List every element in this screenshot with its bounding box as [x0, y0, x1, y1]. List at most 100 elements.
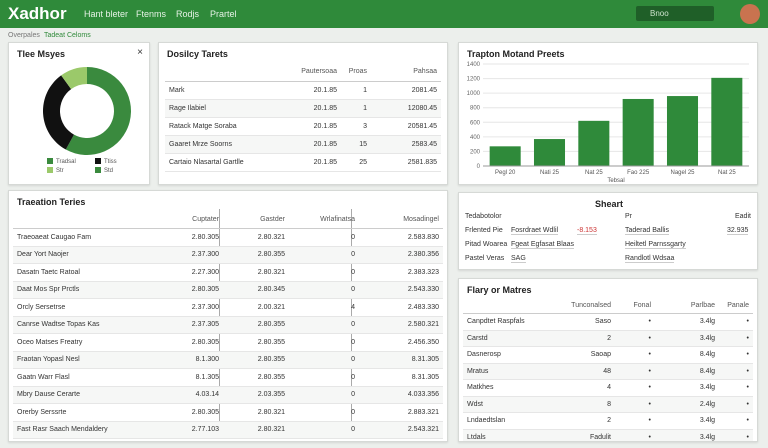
- y-tick-label: 1000: [467, 91, 481, 97]
- table-cell: Fraotan Yopasl Nesl: [13, 351, 163, 369]
- nav-item[interactable]: Prartel: [210, 9, 237, 19]
- table-cell: 2.383.323: [359, 263, 443, 282]
- table-cell: 3.4lg: [655, 379, 719, 397]
- table-cell: •: [615, 346, 655, 364]
- breadcrumb[interactable]: Overpales: [8, 32, 40, 39]
- table-cell: 4.033.356: [359, 386, 443, 404]
- table-cell: Cartaio Nlasartal Gartlle: [165, 153, 275, 172]
- header-row: Tunconalsed Fonal Parlbae Panale: [463, 297, 753, 314]
- table-cell: 0: [289, 281, 359, 299]
- table-cell: 2: [559, 330, 615, 347]
- nav-item[interactable]: Ftenms: [136, 9, 167, 19]
- table-cell: 0: [289, 246, 359, 264]
- table-cell: 4: [289, 298, 359, 317]
- table-cell: 2.80.321: [223, 263, 289, 282]
- table-cell: 0: [289, 263, 359, 282]
- table-cell: 8.4lg: [655, 363, 719, 380]
- x-tick-label: Pegl 20: [495, 170, 516, 176]
- table-cell: 20.1.85: [275, 135, 341, 154]
- table-cell: 25: [341, 153, 371, 172]
- table-cell: 2583.45: [371, 135, 441, 154]
- table-cell: 2.77.103: [163, 421, 223, 439]
- table-cell: 2.380.356: [359, 246, 443, 264]
- table-row: Lndaedtslan 2 • 3.4lg •: [463, 412, 753, 430]
- form-text: Eadit: [735, 213, 751, 220]
- x-tick-label: Fao 225: [627, 170, 650, 176]
- table-cell: 2.580.321: [359, 316, 443, 334]
- header-cell: Panale: [719, 297, 753, 314]
- y-tick-label: 200: [470, 149, 481, 155]
- table-cell: Fadulit: [559, 429, 615, 441]
- header-row: Pautersoaa Proas Pahsaa: [165, 63, 441, 82]
- table-cell: Dear Yort Naojer: [13, 246, 163, 264]
- form-text: Fosrdraet Wdlil: [511, 227, 559, 235]
- table-cell: 0: [289, 351, 359, 369]
- legend-label: Std: [104, 168, 113, 174]
- table-row: Traeoaeat Caugao Fam 2.80.305 2.80.321 0 2.5…: [13, 228, 443, 247]
- table-cell: Daat Mos Spr Prctls: [13, 281, 163, 299]
- table-cell: Dasatn Taetc Ratoal: [13, 263, 163, 282]
- table-row: Dear Yort Naojer 2.37.300 2.80.355 0 2.380.3…: [13, 246, 443, 264]
- close-button[interactable]: ×: [137, 47, 143, 58]
- table-row: Mbry Dause Cerarte 4.03.14 2.03.355 0 4.033.…: [13, 386, 443, 404]
- chart-panel: Trapton Motand Preets 0 200 400 600 800 1000 1…: [458, 42, 758, 185]
- table-row: Daat Mos Spr Prctls 2.80.305 2.80.345 0 2.54…: [13, 281, 443, 299]
- header-cell: Gastder: [223, 211, 289, 229]
- table-cell: 2.80.305: [163, 281, 223, 299]
- header-cell: [463, 297, 559, 314]
- table-row: Rage Ilabiel 20.1.85 1 12080.45: [165, 99, 441, 118]
- table-cell: 4.03.14: [163, 386, 223, 404]
- form-text: Pr: [625, 213, 632, 220]
- nav-item[interactable]: Hant bleter: [84, 9, 129, 19]
- table-cell: 2.80.321: [223, 421, 289, 439]
- nav-item[interactable]: Rodjs: [176, 9, 200, 19]
- table-cell: Lndaedtslan: [463, 412, 559, 430]
- table-cell: •: [719, 412, 753, 430]
- table-cell: •: [615, 412, 655, 430]
- table-row: Dasnerosp Saoap • 8.4lg •: [463, 346, 753, 364]
- y-tick-label: 1400: [467, 62, 481, 68]
- table-cell: •: [615, 379, 655, 397]
- table-cell: 2.06.103: [163, 438, 223, 441]
- legend-label: Tradsal: [56, 159, 76, 165]
- table-panel: Dosilcy Tarets Pautersoaa Proas Pahsaa Mark…: [158, 42, 448, 185]
- form-text: Frlented Pie: [465, 227, 503, 234]
- search-box[interactable]: Bnoo: [636, 6, 714, 21]
- avatar[interactable]: [740, 4, 760, 24]
- table-cell: Gaatn Warr Flasl: [13, 368, 163, 387]
- header-cell: Pautersoaa: [275, 63, 341, 82]
- table-cell: 20.1.85: [275, 117, 341, 136]
- table-cell: 3.4lg: [655, 313, 719, 331]
- header-cell: Pahsaa: [371, 63, 441, 82]
- table-cell: Wdst: [463, 396, 559, 413]
- form-text: Heiltetl Parnssgarty: [625, 241, 686, 249]
- table-row: Ratack Matge Soraba 20.1.85 3 20581.45: [165, 117, 441, 136]
- table-cell: 1: [341, 81, 371, 100]
- breadcrumb[interactable]: Tadeat Celoms: [44, 32, 91, 39]
- table-row: Gaaret Mrze Soorns 20.1.85 15 2583.45: [165, 135, 441, 154]
- table-cell: Ltdals: [463, 429, 559, 441]
- table-cell: 2: [559, 412, 615, 430]
- table-cell: 2.80.355: [223, 246, 289, 264]
- header-cell: [165, 63, 275, 82]
- x-tick-label: Nati 25: [540, 170, 560, 176]
- table-cell: 3.4lg: [655, 412, 719, 430]
- brand[interactable]: Xadhor: [8, 4, 67, 23]
- table-cell: 0: [289, 386, 359, 404]
- table-cell: •: [719, 313, 753, 331]
- table-row: Cavs Rast Tedos2.06.1032.80.32502.583.32…: [13, 438, 443, 441]
- donut-segment: [42, 75, 74, 150]
- table-cell: 2.80.355: [223, 333, 289, 352]
- legend-swatch: [47, 158, 53, 164]
- header-cell: Tunconalsed: [559, 297, 615, 314]
- table-cell: Mark: [165, 81, 275, 100]
- form-text: Randlotl Wdsaa: [625, 255, 675, 263]
- data-table: Tunconalsed Fonal Parlbae Panale Canpdtet Ra…: [463, 297, 753, 441]
- table-cell: 2581.835: [371, 153, 441, 172]
- table-cell: •: [615, 429, 655, 441]
- bar: [666, 96, 699, 166]
- form-text: Pastel Veras: [465, 255, 505, 262]
- table-cell: 2.80.325: [223, 438, 289, 441]
- table-cell: 12080.45: [371, 99, 441, 118]
